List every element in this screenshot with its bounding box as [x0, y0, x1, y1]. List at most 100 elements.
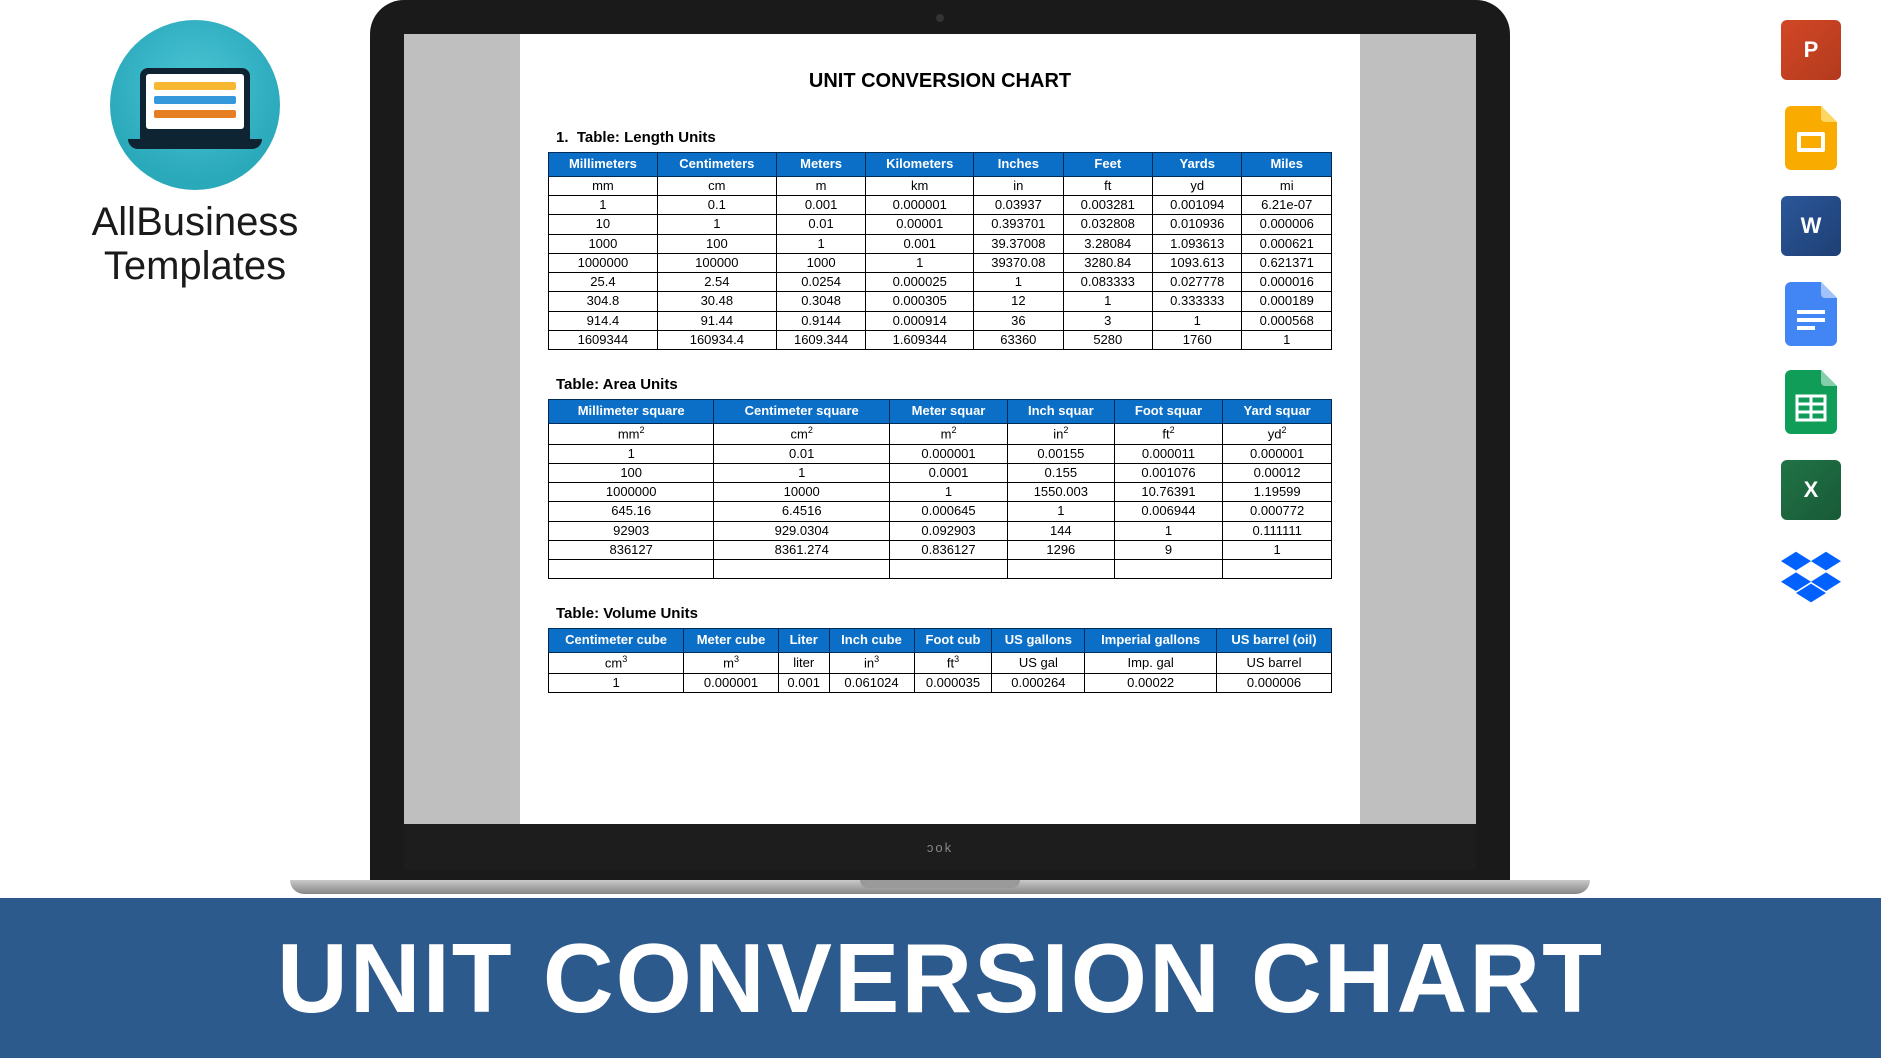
table-unit-cell: m	[776, 176, 865, 195]
table-cell	[890, 560, 1008, 579]
laptop-camera-icon	[936, 14, 944, 22]
table-cell: 25.4	[549, 273, 658, 292]
table-cell: 0.1	[657, 196, 776, 215]
google-sheets-icon[interactable]	[1781, 372, 1841, 432]
table-unit-cell: cm	[657, 176, 776, 195]
table-unit-cell: US barrel	[1217, 653, 1332, 674]
footer-title: UNIT CONVERSION CHART	[277, 922, 1604, 1035]
table-cell: 3280.84	[1063, 253, 1152, 272]
table-cell: 0.006944	[1114, 502, 1223, 521]
table-unit-cell: km	[866, 176, 974, 195]
table-cell: 0.000568	[1242, 311, 1332, 330]
table-cell: 0.000006	[1217, 673, 1332, 692]
table-unit-cell: mm	[549, 176, 658, 195]
table-header-cell: Miles	[1242, 153, 1332, 177]
table-header-cell: Centimeter cube	[549, 629, 684, 653]
document-title: UNIT CONVERSION CHART	[548, 70, 1332, 93]
table-row: 10000001000011550.00310.763911.19599	[549, 483, 1332, 502]
format-icons-column: P W X	[1781, 20, 1841, 608]
table-row: 1609344160934.41609.3441.609344633605280…	[549, 330, 1332, 349]
table-unit-cell: Imp. gal	[1085, 653, 1217, 674]
table-cell: 0.001094	[1153, 196, 1242, 215]
table-cell	[549, 560, 714, 579]
table-row: 1010.010.000010.3937010.0328080.0109360.…	[549, 215, 1332, 234]
table-cell: 0.032808	[1063, 215, 1152, 234]
table-cell: 0.000035	[914, 673, 992, 692]
section-label: Table: Volume Units	[556, 605, 1332, 622]
table-cell: 1	[1114, 521, 1223, 540]
table-cell: 0.061024	[829, 673, 914, 692]
table-cell: 100	[657, 234, 776, 253]
table-row: 25.42.540.02540.00002510.0833330.0277780…	[549, 273, 1332, 292]
table-cell: 6.4516	[714, 502, 890, 521]
table-cell: 645.16	[549, 502, 714, 521]
table-unit-cell: mi	[1242, 176, 1332, 195]
table-cell: 1550.003	[1008, 483, 1115, 502]
table-cell: 12	[974, 292, 1063, 311]
table-header-cell: US gallons	[992, 629, 1085, 653]
table-cell: 8361.274	[714, 540, 890, 559]
table-cell: 1	[549, 444, 714, 463]
google-slides-icon[interactable]	[1781, 108, 1841, 168]
table-cell: 0.000645	[890, 502, 1008, 521]
table-unit-cell: in3	[829, 653, 914, 674]
table-header-cell: Inch cube	[829, 629, 914, 653]
footer-title-bar: UNIT CONVERSION CHART	[0, 898, 1881, 1058]
table-cell: 1	[866, 253, 974, 272]
table-cell: 0.000025	[866, 273, 974, 292]
table-header-cell: Millimeter square	[549, 400, 714, 424]
table-header-cell: Centimeter square	[714, 400, 890, 424]
google-docs-icon[interactable]	[1781, 284, 1841, 344]
section-label: 1. Table: Length Units	[556, 129, 1332, 146]
brand-name-line1: AllBusiness	[60, 200, 330, 244]
table-cell: 0.000006	[1242, 215, 1332, 234]
excel-icon[interactable]: X	[1781, 460, 1841, 520]
table-cell: 63360	[974, 330, 1063, 349]
table-cell: 0.000001	[866, 196, 974, 215]
table-cell: 0.111111	[1223, 521, 1332, 540]
table-cell: 160934.4	[657, 330, 776, 349]
table-cell: 0.000001	[1223, 444, 1332, 463]
table-row: 914.491.440.91440.00091436310.000568	[549, 311, 1332, 330]
table-cell: 0.000621	[1242, 234, 1332, 253]
table-cell: 0.003281	[1063, 196, 1152, 215]
table-cell: 144	[1008, 521, 1115, 540]
table-cell: 1	[1242, 330, 1332, 349]
table-cell: 0.001	[776, 196, 865, 215]
table-unit-cell: in2	[1008, 424, 1115, 445]
table-cell: 0.000772	[1223, 502, 1332, 521]
table-cell: 91.44	[657, 311, 776, 330]
table-cell: 1	[1008, 502, 1115, 521]
table-cell: 0.333333	[1153, 292, 1242, 311]
table-row: 92903929.03040.09290314410.111111	[549, 521, 1332, 540]
table-unit-cell: m3	[684, 653, 779, 674]
table-cell: 0.010936	[1153, 215, 1242, 234]
table-unit-cell: m2	[890, 424, 1008, 445]
dropbox-icon[interactable]	[1781, 548, 1841, 608]
table-cell: 0.000264	[992, 673, 1085, 692]
table-cell: 1	[1153, 311, 1242, 330]
table-row: 8361278361.2740.836127129691	[549, 540, 1332, 559]
table-header-cell: Foot cub	[914, 629, 992, 653]
table-row: 10010.00010.1550.0010760.00012	[549, 463, 1332, 482]
table-row: 10.010.0000010.001550.0000110.000001	[549, 444, 1332, 463]
table-cell: 1	[549, 673, 684, 692]
table-header-cell: US barrel (oil)	[1217, 629, 1332, 653]
table-row	[549, 560, 1332, 579]
table-cell: 0.000011	[1114, 444, 1223, 463]
table-cell: 1609344	[549, 330, 658, 349]
laptop-screen: UNIT CONVERSION CHART 1. Table: Length U…	[404, 34, 1476, 824]
table-cell: 836127	[549, 540, 714, 559]
powerpoint-icon[interactable]: P	[1781, 20, 1841, 80]
table-cell: 9	[1114, 540, 1223, 559]
conversion-table: Millimeter squareCentimeter squareMeter …	[548, 399, 1332, 579]
table-cell: 5280	[1063, 330, 1152, 349]
table-cell: 0.00012	[1223, 463, 1332, 482]
table-cell: 1000000	[549, 253, 658, 272]
table-unit-cell: liter	[778, 653, 829, 674]
table-cell: 0.00022	[1085, 673, 1217, 692]
table-row: 100010010.00139.370083.280841.0936130.00…	[549, 234, 1332, 253]
word-icon[interactable]: W	[1781, 196, 1841, 256]
table-cell: 0.00001	[866, 215, 974, 234]
table-cell: 0.03937	[974, 196, 1063, 215]
